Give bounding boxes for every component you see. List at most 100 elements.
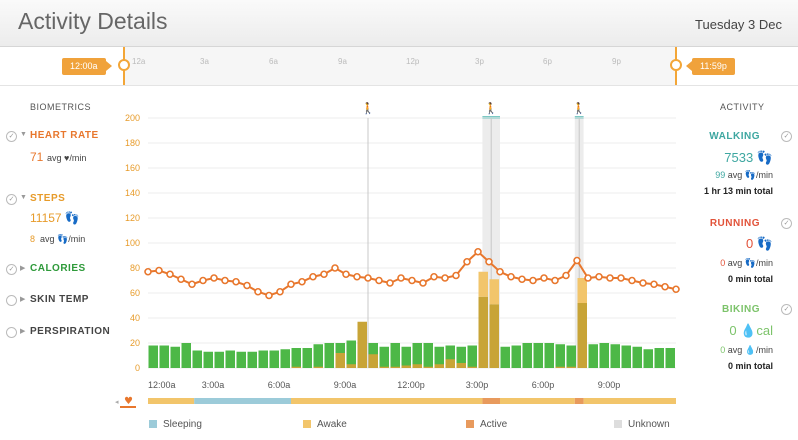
y-tick-label: 0 <box>135 363 140 373</box>
x-tick-label: 9:00a <box>334 380 357 390</box>
timeline-hour: 6a <box>269 57 278 66</box>
heart-rate-point <box>496 267 504 276</box>
heart-rate-point <box>309 272 317 281</box>
x-tick-label: 12:00p <box>397 380 425 390</box>
check-icon[interactable]: ✓ <box>781 304 792 315</box>
y-tick-label: 100 <box>125 238 140 248</box>
steps-bar-active <box>412 364 422 368</box>
check-icon[interactable]: ✓ <box>781 218 792 229</box>
steps-value: 11157 👣 <box>30 211 80 225</box>
heart-rate-point <box>650 280 658 289</box>
circle-icon[interactable] <box>6 295 17 306</box>
biking-avg: 0 avg 💧/min <box>720 345 773 356</box>
heart-rate-point <box>155 266 163 275</box>
steps-label: STEPS <box>30 193 66 204</box>
x-tick-label: 6:00p <box>532 380 555 390</box>
steps-bar-active <box>390 366 400 368</box>
check-icon[interactable]: ✓ <box>6 194 17 205</box>
steps-bar <box>500 346 510 368</box>
state-bar-segment <box>482 398 500 404</box>
steps-bar <box>148 345 158 368</box>
heart-rate-point <box>210 274 218 282</box>
heart-rate-point <box>562 271 570 280</box>
heart-rate-point <box>166 270 174 279</box>
y-tick-label: 60 <box>130 288 140 298</box>
biometrics-heading: BIOMETRICS <box>30 102 92 112</box>
range-start-handle[interactable] <box>118 59 130 71</box>
steps-bar <box>555 344 565 368</box>
heart-rate-point <box>617 274 625 282</box>
heart-rate-point <box>375 276 383 285</box>
steps-bar-active <box>291 366 301 368</box>
steps-bar <box>665 348 675 368</box>
circle-icon[interactable] <box>6 327 17 338</box>
heart-rate-point <box>177 275 185 284</box>
heart-rate-point <box>265 291 273 300</box>
heart-rate-point <box>419 279 427 287</box>
heart-rate-line <box>147 250 677 297</box>
biking-total: 0 min total <box>727 361 773 371</box>
steps-bar-active <box>566 366 576 368</box>
running-avg: 0 avg 👣/min <box>720 258 773 269</box>
legend-label: Unknown <box>628 419 670 430</box>
y-tick-label: 200 <box>125 113 140 123</box>
heart-rate-point <box>276 287 284 296</box>
steps-bar <box>280 349 290 368</box>
steps-bar <box>566 345 576 368</box>
state-bar-segment <box>148 398 195 404</box>
heart-icon: ♥ <box>124 396 133 407</box>
caret-right-icon: ▶ <box>20 265 26 272</box>
running-avg-value: 0 <box>720 258 726 268</box>
walking-total: 1 hr 13 min total <box>703 186 773 196</box>
steps-bar <box>258 350 268 368</box>
heart-rate-point <box>441 274 449 282</box>
legend-swatch <box>466 420 474 428</box>
range-end-handle[interactable] <box>670 59 682 71</box>
check-icon[interactable]: ✓ <box>6 264 17 275</box>
running-label[interactable]: RUNNING <box>709 218 760 229</box>
steps-bar-active <box>434 364 444 368</box>
heart-rate-point <box>353 272 361 281</box>
heart-rate-sub: avg ♥/min <box>47 153 87 163</box>
heart-rate-point <box>540 274 548 282</box>
heart-rate-point <box>254 287 262 296</box>
steps-bar-highlight <box>478 271 488 297</box>
legend-swatch <box>149 420 157 428</box>
timeline-track[interactable]: 12a 3a 6a 9a 12p 3p 6p 9p <box>124 47 676 85</box>
steps-bar <box>324 343 334 368</box>
heart-rate-point <box>188 280 196 289</box>
x-tick-label: 9:00p <box>598 380 621 390</box>
time-range-selector[interactable]: 12a 3a 6a 9a 12p 3p 6p 9p 12:00a 11:59p <box>0 47 798 86</box>
steps-bar-active <box>445 359 455 368</box>
steps-bar-active <box>467 366 477 368</box>
state-bar-segment <box>574 398 584 404</box>
page-header: Activity Details Tuesday 3 Dec <box>0 0 798 47</box>
steps-bar-active <box>555 366 565 368</box>
timeline-hour: 3a <box>200 57 209 66</box>
heart-rate-point <box>232 277 240 286</box>
heart-rate-point <box>430 272 438 281</box>
steps-sub: avg 👣/min <box>40 234 86 244</box>
heart-rate-point <box>573 256 581 265</box>
heart-rate-point <box>628 276 636 285</box>
legend-awake: Awake <box>303 419 347 430</box>
steps-bar <box>170 346 180 368</box>
check-icon[interactable]: ✓ <box>781 131 792 142</box>
steps-bar <box>225 350 235 368</box>
steps-bar <box>533 343 543 368</box>
heart-rate-point <box>452 271 460 280</box>
timeline-hour: 3p <box>475 57 484 66</box>
y-tick-label: 120 <box>125 213 140 223</box>
heart-rate-point <box>474 247 482 256</box>
heart-rate-point <box>298 277 306 286</box>
steps-bar <box>654 348 664 368</box>
steps-bar <box>456 346 466 368</box>
caret-down-icon: ▼ <box>20 131 27 138</box>
check-icon[interactable]: ✓ <box>6 131 17 142</box>
walking-label[interactable]: WALKING <box>709 131 760 142</box>
heart-rate-point <box>243 281 251 290</box>
legend-label: Sleeping <box>163 419 202 430</box>
biking-label[interactable]: BIKING <box>722 304 760 315</box>
heart-rate-point <box>507 272 515 281</box>
